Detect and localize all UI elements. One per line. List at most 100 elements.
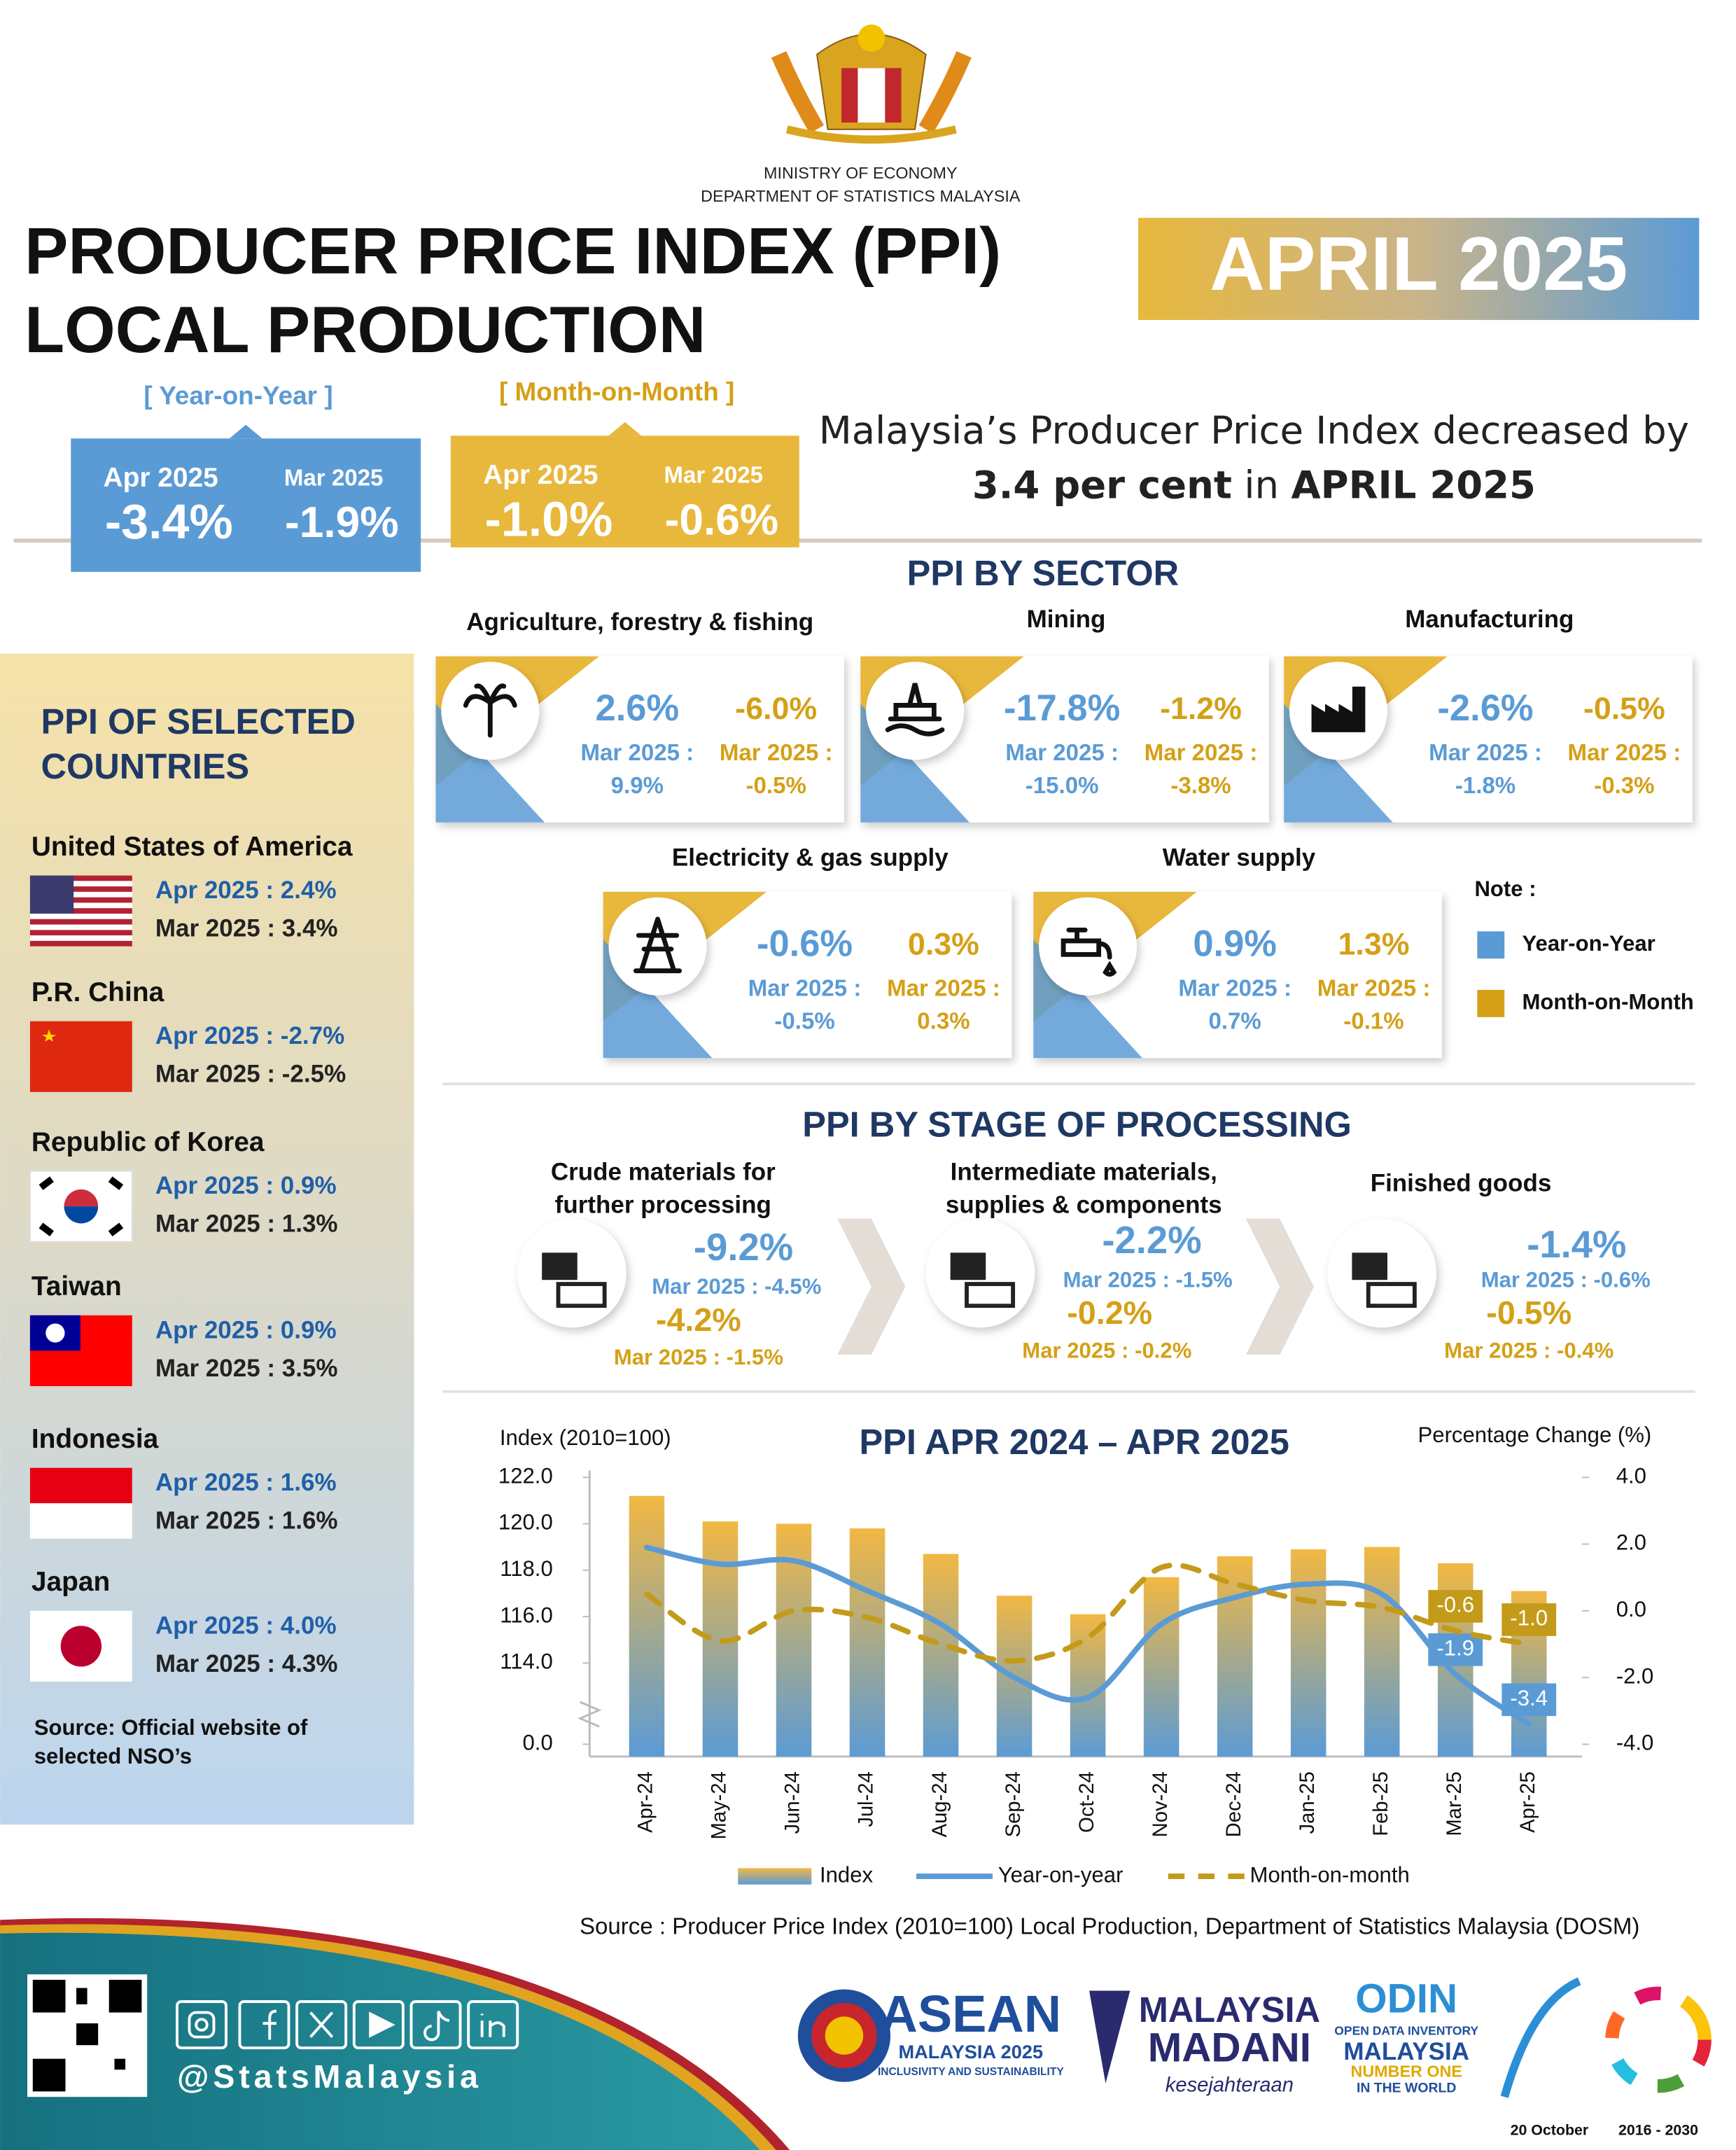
flag-part: [29, 919, 132, 925]
x-tick-label: Apr-25: [1517, 1771, 1539, 1833]
chevron: [837, 1218, 906, 1355]
bar: [849, 1528, 886, 1757]
sector-mom: 0.3%: [908, 928, 979, 962]
logo-text: IN THE WORLD: [1357, 2081, 1457, 2096]
sector-yoy: -2.6%: [1437, 687, 1533, 729]
headline-period: Mar 2025: [284, 465, 383, 491]
flag-part: [29, 940, 132, 947]
stage-yoy: -9.2%: [694, 1226, 793, 1269]
flag-part: [29, 897, 132, 903]
headline-value: -0.6%: [665, 496, 779, 544]
bar: [1070, 1614, 1106, 1757]
stage-yoy-prev: Mar 2025 : -1.5%: [1063, 1267, 1233, 1292]
x-tick-label: Jun-24: [782, 1771, 804, 1834]
x-tick-label: Feb-25: [1370, 1771, 1392, 1836]
bar: [923, 1554, 959, 1757]
country-name: P.R. China: [31, 977, 164, 1007]
logo-text: MALAYSIA: [1139, 1990, 1320, 2030]
country-current: Apr 2025 : 4.0%: [155, 1612, 337, 1639]
note-title: Note :: [1474, 877, 1536, 901]
footer-band: [0, 1918, 1712, 2150]
y2-axis-label: Percentage Change (%): [1418, 1423, 1652, 1447]
data-label: -1.9: [1436, 1636, 1474, 1661]
country-previous: Mar 2025 : -2.5%: [155, 1061, 346, 1088]
sector-icon: [463, 683, 517, 738]
sector-yoy-prev: -15.0%: [1026, 773, 1099, 799]
headline-value: -1.0%: [484, 491, 612, 546]
flag-part: [29, 935, 132, 941]
y-tick-label: 114.0: [500, 1649, 553, 1674]
headline-period: Apr 2025: [104, 463, 218, 493]
country-previous: Mar 2025 : 3.5%: [155, 1355, 338, 1382]
sector-mom: -0.5%: [1583, 692, 1665, 726]
headline-label: [ Year-on-Year ]: [144, 382, 332, 410]
flag: [29, 1021, 132, 1092]
flag-part: [29, 924, 132, 930]
summary-part: in: [1244, 462, 1279, 507]
country-name: Japan: [31, 1567, 110, 1597]
summary-part: APRIL 2025: [1292, 462, 1536, 507]
note-label: Year-on-Year: [1522, 931, 1656, 956]
y2-tick-label: -4.0: [1616, 1731, 1654, 1755]
sector-name: Mining: [1027, 606, 1106, 633]
flag-part: [29, 930, 132, 936]
stage-icon: [965, 1282, 1016, 1308]
flag-part: [38, 1176, 124, 1236]
flag: [29, 1467, 132, 1539]
sector-yoy: -17.8%: [1004, 687, 1120, 729]
data-label-box: [1502, 1603, 1557, 1636]
country-name: Indonesia: [31, 1424, 159, 1454]
stage-yoy: -2.2%: [1102, 1219, 1201, 1262]
sector-yoy-prev: Mar 2025 :: [1429, 740, 1542, 766]
logo-text: MADANI: [1148, 2025, 1311, 2070]
stage-yoy: -1.4%: [1527, 1223, 1626, 1266]
flag-part: [29, 902, 132, 909]
y2-tick-label: 4.0: [1616, 1463, 1646, 1488]
x-tick-label: Sep-24: [1002, 1771, 1025, 1837]
section-title: COUNTRIES: [41, 746, 249, 786]
country-current: Apr 2025 : 0.9%: [155, 1172, 337, 1199]
y-tick-label: 0.0: [523, 1731, 553, 1755]
logo-text: 20 October: [1511, 2121, 1589, 2138]
flag: [29, 875, 132, 947]
note-swatch: [1477, 931, 1505, 959]
flag-part: [29, 875, 74, 914]
summary: Malaysia’s Producer Price Index decrease…: [819, 408, 1689, 453]
x-tick-label: Dec-24: [1223, 1771, 1245, 1837]
sector-yoy-prev: Mar 2025 :: [581, 740, 694, 766]
stage-icon: [1352, 1252, 1387, 1280]
logo-text: INCLUSIVITY AND SUSTAINABILITY: [878, 2066, 1064, 2078]
period-box: [1138, 218, 1700, 321]
stage-name: Intermediate materials,: [951, 1159, 1217, 1186]
flag: [29, 1610, 132, 1682]
sector-yoy-prev: Mar 2025 :: [1178, 976, 1292, 1002]
country-name: Republic of Korea: [31, 1127, 265, 1157]
section-title: PPI BY SECTOR: [907, 553, 1180, 593]
sector-mom-prev: 0.3%: [917, 1008, 969, 1034]
flag-part: [46, 1323, 65, 1343]
data-label-box: [1502, 1683, 1557, 1717]
flag-part: [29, 914, 132, 919]
data-label: -3.4: [1510, 1686, 1548, 1710]
sector-icon: [1311, 686, 1366, 732]
legend-label: Year-on-year: [998, 1862, 1124, 1887]
logo-text: MALAYSIA 2025: [898, 2041, 1043, 2062]
sector-mom: -6.0%: [735, 692, 817, 726]
sector-name: Water supply: [1163, 844, 1316, 871]
headline-period: Mar 2025: [664, 462, 763, 488]
line: [644, 1544, 1532, 1727]
y2-tick-label: 0.0: [1616, 1597, 1646, 1621]
y-tick-label: 120.0: [498, 1510, 553, 1535]
sector-icon: [866, 662, 965, 760]
x-tick-label: Apr-24: [635, 1771, 657, 1833]
sector-mom-prev: Mar 2025 :: [1144, 740, 1258, 766]
country-previous: Mar 2025 : 1.6%: [155, 1507, 338, 1535]
stage-yoy-prev: Mar 2025 : -0.6%: [1481, 1267, 1651, 1292]
flag-part: [29, 1021, 132, 1092]
social-handle: @StatsMalaysia: [177, 2058, 482, 2095]
logo-text: ASEAN: [881, 1985, 1062, 2043]
sector-mom: -1.2%: [1160, 692, 1242, 726]
stage-name: Finished goods: [1371, 1169, 1552, 1196]
